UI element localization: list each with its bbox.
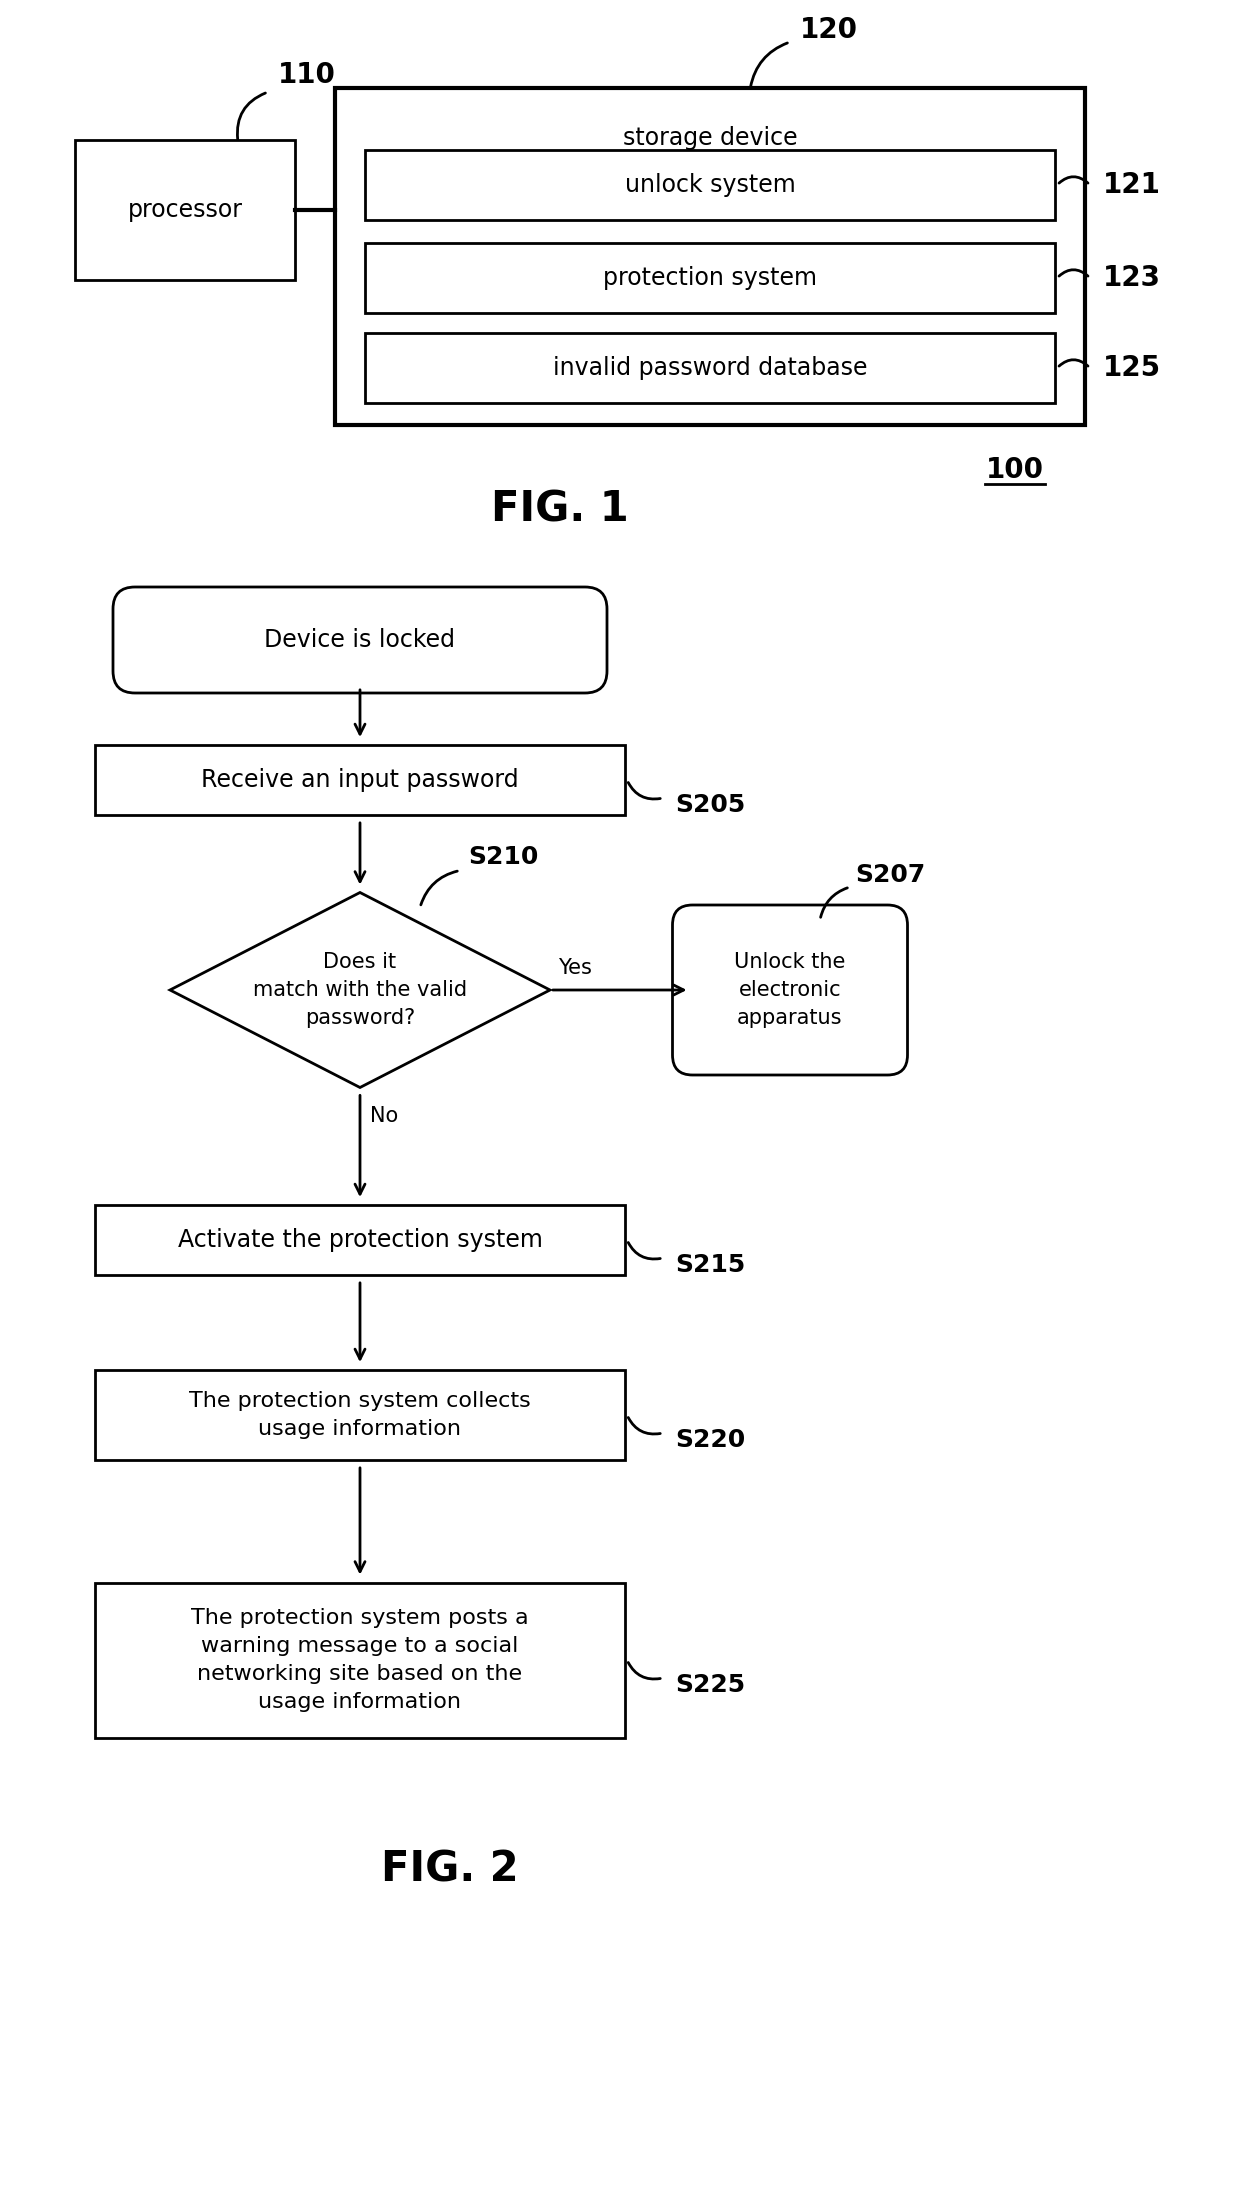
Bar (95, 1371, 625, 1461)
Text: The protection system collects
usage information: The protection system collects usage inf… (190, 1390, 531, 1439)
Text: 125: 125 (1104, 354, 1161, 383)
Text: S207: S207 (856, 862, 925, 887)
Text: Does it
match with the valid
password?: Does it match with the valid password? (253, 953, 467, 1027)
Bar (95, 746, 625, 814)
Bar (335, 88, 1085, 425)
Text: unlock system: unlock system (625, 174, 795, 198)
FancyBboxPatch shape (113, 587, 608, 693)
Text: Receive an input password: Receive an input password (201, 768, 518, 792)
Bar (365, 332, 1055, 403)
Text: No: No (370, 1104, 398, 1126)
Text: 110: 110 (278, 62, 336, 88)
Bar (95, 1206, 625, 1276)
Text: 123: 123 (1104, 264, 1161, 293)
Polygon shape (170, 893, 551, 1087)
Text: FIG. 2: FIG. 2 (381, 1848, 518, 1892)
Bar (74, 141, 295, 279)
Text: 121: 121 (1104, 172, 1161, 198)
Text: Unlock the
electronic
apparatus: Unlock the electronic apparatus (734, 953, 846, 1027)
Text: S220: S220 (675, 1428, 745, 1452)
Text: The protection system posts a
warning message to a social
networking site based : The protection system posts a warning me… (191, 1608, 528, 1712)
Text: storage device: storage device (622, 125, 797, 150)
Text: S225: S225 (675, 1672, 745, 1696)
Text: Activate the protection system: Activate the protection system (177, 1228, 542, 1252)
Text: processor: processor (128, 198, 243, 222)
Bar (365, 242, 1055, 312)
Text: invalid password database: invalid password database (553, 356, 867, 381)
Text: Yes: Yes (558, 957, 591, 979)
Text: FIG. 1: FIG. 1 (491, 488, 629, 530)
Bar (95, 1582, 625, 1738)
Text: Device is locked: Device is locked (264, 627, 455, 651)
Text: S205: S205 (675, 792, 745, 816)
Text: 100: 100 (986, 455, 1044, 484)
Text: protection system: protection system (603, 266, 817, 290)
Text: 120: 120 (800, 15, 858, 44)
Text: S215: S215 (675, 1254, 745, 1276)
Bar (365, 150, 1055, 220)
FancyBboxPatch shape (672, 904, 908, 1076)
Text: S210: S210 (467, 845, 538, 869)
